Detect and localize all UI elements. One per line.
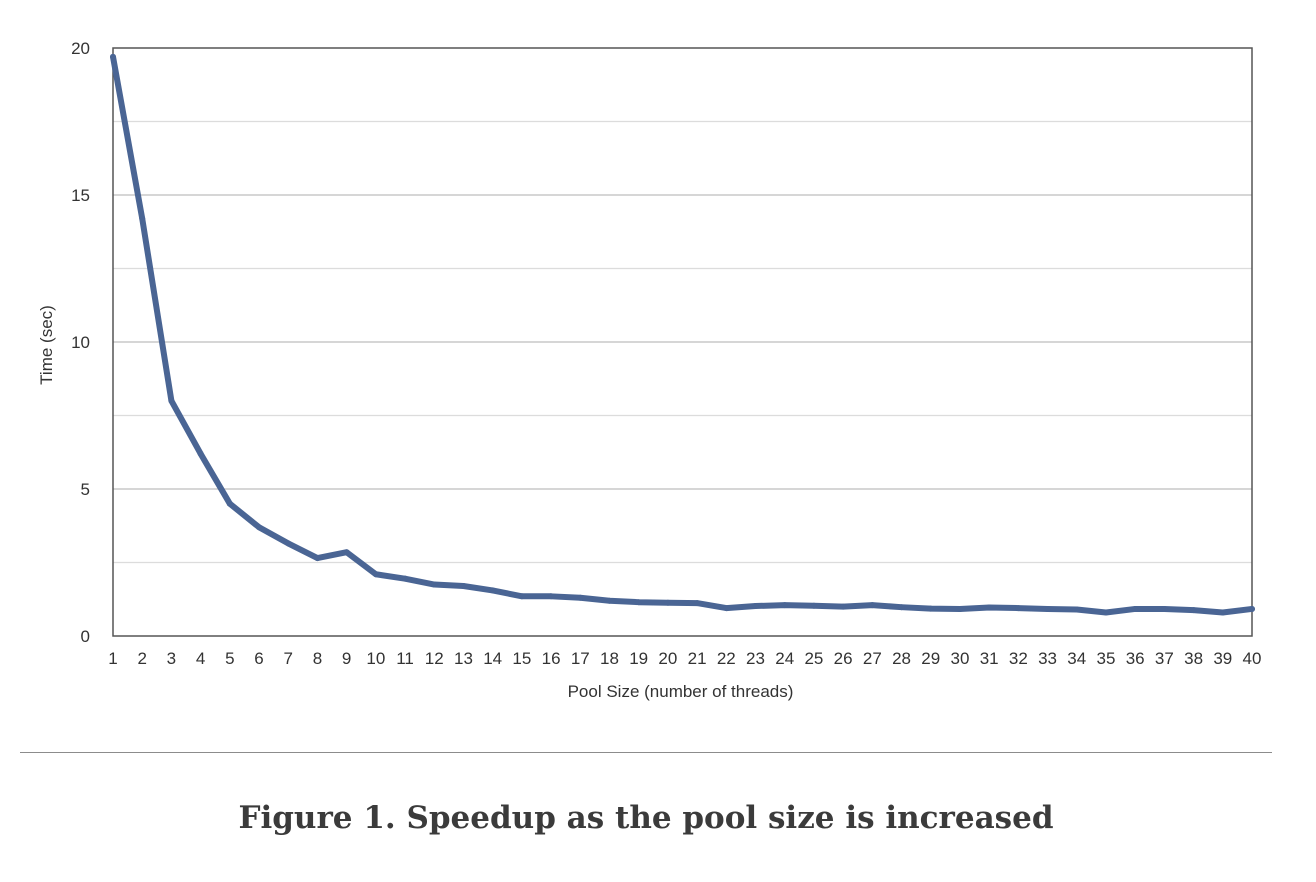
data-point: [986, 604, 993, 611]
data-point: [723, 605, 730, 612]
x-tick-label: 25: [804, 649, 823, 668]
data-point: [372, 571, 379, 578]
x-tick-label: 19: [629, 649, 648, 668]
x-tick-label: 13: [454, 649, 473, 668]
x-tick-label: 40: [1243, 649, 1262, 668]
x-tick-label: 2: [137, 649, 146, 668]
grid-lines: [113, 120, 1252, 564]
data-point: [139, 215, 146, 222]
x-tick-label: 18: [600, 649, 619, 668]
data-point: [548, 593, 555, 600]
data-point: [577, 594, 584, 601]
x-tick-label: 37: [1155, 649, 1174, 668]
y-axis-ticks: 0 5 10 15 20: [71, 39, 90, 646]
x-tick-label: 23: [746, 649, 765, 668]
y-tick-label: 10: [71, 333, 90, 352]
data-point: [518, 593, 525, 600]
plot-area-frame: [112, 47, 1253, 637]
x-tick-label: 32: [1009, 649, 1028, 668]
x-tick-label: 21: [688, 649, 707, 668]
data-point: [752, 603, 759, 610]
y-tick-label: 0: [81, 627, 90, 646]
x-tick-label: 39: [1213, 649, 1232, 668]
data-point: [1015, 605, 1022, 612]
data-point: [956, 605, 963, 612]
x-tick-label: 27: [863, 649, 882, 668]
x-tick-label: 6: [254, 649, 263, 668]
x-tick-label: 30: [950, 649, 969, 668]
data-point: [168, 397, 175, 404]
x-tick-label: 35: [1097, 649, 1116, 668]
data-point: [1249, 605, 1255, 612]
data-point: [810, 602, 817, 609]
data-point: [927, 605, 934, 612]
y-tick-label: 5: [81, 480, 90, 499]
x-tick-label: 29: [921, 649, 940, 668]
data-point: [1073, 606, 1080, 613]
x-tick-label: 7: [283, 649, 292, 668]
data-point: [285, 540, 292, 547]
data-point: [226, 500, 233, 507]
data-point: [197, 450, 204, 457]
x-tick-label: 10: [366, 649, 385, 668]
data-point: [314, 555, 321, 562]
data-point: [1161, 605, 1168, 612]
data-point: [460, 583, 467, 590]
x-tick-label: 3: [167, 649, 176, 668]
data-point: [256, 524, 263, 531]
data-point: [1132, 605, 1139, 612]
data-point: [343, 549, 350, 556]
x-tick-label: 4: [196, 649, 205, 668]
x-tick-label: 1: [108, 649, 117, 668]
x-tick-label: 17: [571, 649, 590, 668]
x-tick-label: 24: [775, 649, 794, 668]
x-tick-label: 5: [225, 649, 234, 668]
x-tick-label: 26: [834, 649, 853, 668]
x-tick-label: 22: [717, 649, 736, 668]
x-tick-label: 20: [658, 649, 677, 668]
x-tick-label: 31: [980, 649, 999, 668]
x-axis-ticks: 1 2 3 4 5 6 7 8 9 10 11 12 13 14 15 16 17 18 19 20 21 22 23 24 2…: [108, 649, 1261, 668]
x-tick-label: 34: [1067, 649, 1086, 668]
data-point: [489, 587, 496, 594]
x-tick-label: 15: [512, 649, 531, 668]
data-point: [664, 599, 671, 606]
x-tick-label: 11: [396, 649, 414, 668]
data-point: [1219, 609, 1226, 616]
x-tick-label: 16: [542, 649, 561, 668]
series-line: [110, 53, 1255, 616]
x-tick-label: 12: [425, 649, 444, 668]
y-tick-label: 15: [71, 186, 90, 205]
data-point: [898, 604, 905, 611]
x-tick-label: 33: [1038, 649, 1057, 668]
data-point: [431, 581, 438, 588]
x-tick-label: 36: [1126, 649, 1145, 668]
x-tick-label: 38: [1184, 649, 1203, 668]
y-tick-label: 20: [71, 39, 90, 58]
caption-divider: [20, 752, 1272, 753]
data-point: [635, 599, 642, 606]
data-point: [869, 602, 876, 609]
data-point: [110, 53, 116, 60]
x-tick-label: 14: [483, 649, 502, 668]
data-point: [606, 597, 613, 604]
data-point: [1190, 607, 1197, 614]
data-point: [781, 602, 788, 609]
data-point: [840, 603, 847, 610]
x-tick-label: 8: [313, 649, 322, 668]
y-axis-label: Time (sec): [37, 305, 56, 385]
data-point: [1102, 609, 1109, 616]
x-tick-label: 9: [342, 649, 351, 668]
figure-caption: Figure 1. Speedup as the pool size is in…: [238, 800, 1054, 836]
data-point: [402, 575, 409, 582]
data-point: [694, 600, 701, 607]
data-point: [1044, 605, 1051, 612]
x-tick-label: 28: [892, 649, 911, 668]
x-axis-label: Pool Size (number of threads): [568, 682, 794, 701]
data-points: [110, 53, 1255, 616]
